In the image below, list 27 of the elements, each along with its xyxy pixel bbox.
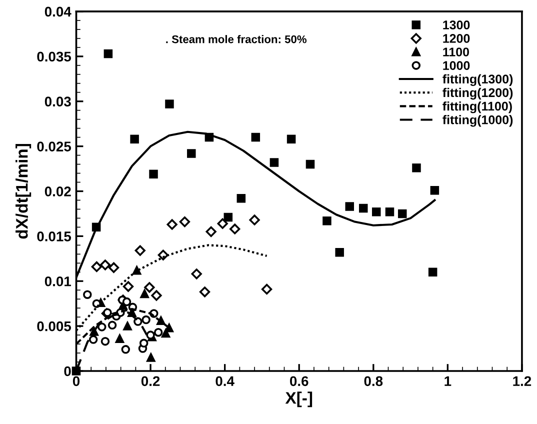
x-tick-label: 0.4 — [216, 376, 234, 386]
y-axis-title: dX/dt[1/min] — [16, 144, 32, 239]
legend-label: fitting(1200) — [442, 88, 513, 100]
legend-label: 1200 — [443, 34, 470, 43]
y-tick-label: 0 — [64, 366, 71, 376]
x-tick-label: 0 — [72, 376, 80, 386]
x-tick-label: 1.2 — [513, 376, 532, 386]
y-tick-label: 0.04 — [44, 6, 72, 17]
x-tick-label: 1 — [444, 376, 452, 386]
legend-label: 1300 — [443, 20, 470, 30]
legend-label: fitting(1300) — [442, 74, 513, 86]
y-tick-label: 0.01 — [44, 276, 72, 286]
legend-label: fitting(1100) — [442, 101, 512, 114]
y-tick-label: 0.02 — [44, 186, 71, 196]
x-tick-label: 0.8 — [364, 376, 383, 386]
x-axis-title: X[-] — [285, 392, 312, 408]
legend-label: 1000 — [443, 61, 470, 70]
annotation: . Steam mole fraction: 50% — [166, 35, 307, 44]
y-tick-label: 0.025 — [37, 142, 72, 152]
y-tick-label: 0.015 — [37, 232, 72, 242]
y-tick-label: 0.035 — [37, 52, 72, 62]
legend-label: fitting(1000) — [442, 115, 513, 127]
x-tick-label: 0.2 — [141, 376, 160, 386]
x-tick-label: 0.6 — [290, 376, 308, 386]
legend-label: 1100 — [443, 48, 469, 56]
y-tick-label: 0.03 — [44, 96, 71, 107]
y-tick-label: 0.005 — [37, 321, 72, 332]
